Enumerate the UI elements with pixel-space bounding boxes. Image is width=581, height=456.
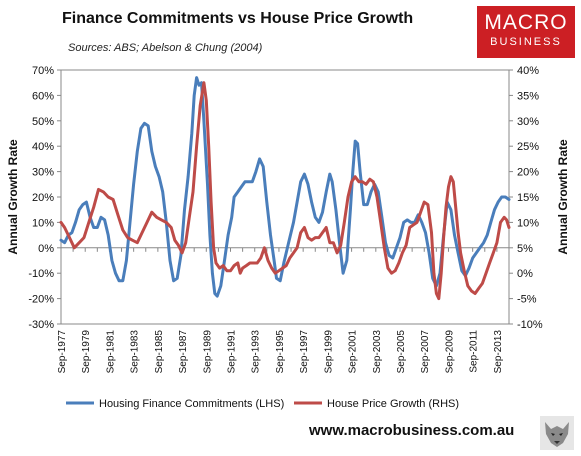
x-tick-label: Sep-2013 [493,330,504,374]
y-right-tick-label: 0% [517,268,533,280]
x-tick-label: Sep-1981 [105,330,116,374]
y-right-tick-label: 5% [517,243,533,255]
legend-item-housing-finance-label: Housing Finance Commitments (LHS) [99,398,284,410]
x-tick-label: Sep-1985 [154,330,165,374]
y-right-tick-label: 10% [517,217,539,229]
y-left-tick-label: -30% [28,319,54,331]
footer-url: www.macrobusiness.com.au [309,422,515,439]
line-chart: -30% -20% -10% 0% 10% 20% 30% 40% 50% 60% 70% -10% -… [6,65,570,410]
chart-subtitle: Sources: ABS; Abelson & Chung (2004) [68,42,263,54]
x-tick-label: Sep-1977 [57,330,68,374]
y-right-tick-label: 25% [517,141,539,153]
series-housing-finance-line [59,76,511,298]
y-right-axis-title: Annual Growth Rate [556,139,570,255]
x-tick-label: Sep-1979 [81,330,92,374]
macrobusiness-logo: MACRO BUSINESS [477,6,575,58]
y-left-tick-label: 0% [38,243,54,255]
legend-item-house-price-label: House Price Growth (RHS) [327,398,459,410]
x-tick-label: Sep-2003 [372,330,383,374]
y-left-tick-label: 30% [32,167,54,179]
y-right-tick-label: 40% [517,65,539,77]
y-right-tick-label: 15% [517,192,539,204]
y-left-tick-label: -20% [28,294,54,306]
series-house-price-line [59,81,511,301]
x-tick-label: Sep-1987 [178,330,189,374]
plot-area [60,69,510,325]
chart-title: Finance Commitments vs House Price Growt… [62,10,414,27]
chart-legend: Housing Finance Commitments (LHS) House P… [66,398,459,410]
y-left-tick-label: -10% [28,268,54,280]
y-left-axis-title: Annual Growth Rate [6,139,20,255]
chart-series [59,76,511,301]
x-tick-label: Sep-2009 [444,330,455,374]
x-tick-label: Sep-2005 [396,330,407,374]
y-left-tick-label: 70% [32,65,54,77]
y-right-tick-label: 20% [517,167,539,179]
x-tick-label: Sep-1983 [130,330,141,374]
x-tick-label: Sep-1989 [202,330,213,374]
y-right-tick-label: 35% [517,90,539,102]
logo-line-business: BUSINESS [490,36,562,48]
y-right-tick-label: -10% [517,319,543,331]
y-left-tick-label: 60% [32,90,54,102]
x-tick-label: Sep-2001 [348,330,359,374]
x-tick-label: Sep-2007 [420,330,431,374]
logo-line-macro: MACRO [484,11,568,34]
y-left-tick-label: 20% [32,192,54,204]
y-left-tick-label: 50% [32,116,54,128]
y-left-tick-label: 40% [32,141,54,153]
chart-axes: -30% -20% -10% 0% 10% 20% 30% 40% 50% 60% 70% -10% -… [6,65,570,373]
x-tick-label: Sep-1999 [323,330,334,374]
x-tick-label: Sep-2011 [469,330,480,373]
x-tick-label: Sep-1997 [299,330,310,374]
wolf-logo-icon [540,416,574,450]
x-tick-label: Sep-1991 [227,330,238,374]
y-right-tick-label: 30% [517,116,539,128]
x-tick-label: Sep-1995 [275,330,286,374]
y-right-tick-label: -5% [517,294,537,306]
x-tick-label: Sep-1993 [251,330,262,374]
y-left-tick-label: 10% [32,217,54,229]
